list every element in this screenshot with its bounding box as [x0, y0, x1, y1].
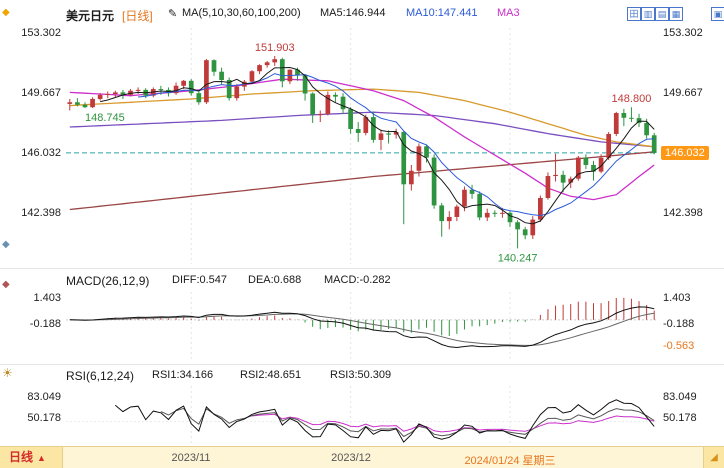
timeframe-selector[interactable]: 日线 ▲ [0, 447, 63, 468]
layout-quad-icon[interactable]: ▦ [669, 7, 683, 21]
marker-diamond-top-icon[interactable]: ◆ [2, 7, 10, 18]
rsi-axis-label: 50.178 [27, 412, 61, 424]
price-axis-label: 146.032 [21, 147, 61, 159]
layout-grid-icon[interactable]: 田 [627, 7, 641, 21]
layout-columns-icon[interactable]: ▥ [641, 7, 655, 21]
svg-text:148.800: 148.800 [612, 93, 652, 105]
macd-dea-value: DEA:0.688 [248, 274, 302, 286]
macd-axis-label: 1.403 [33, 292, 61, 304]
panel-divider[interactable] [0, 364, 724, 365]
timeframe-selector-label: 日线 [9, 450, 34, 464]
price-axis-label: 153.302 [663, 27, 703, 39]
layout-rows-icon[interactable]: ▤ [655, 7, 669, 21]
ma-settings-label[interactable]: MA(5,10,30,60,100,200) [182, 7, 301, 19]
timeframe-arrow-icon: ▲ [37, 453, 46, 463]
rsi1-value: RSI1:34.166 [152, 369, 214, 381]
rsi-axis-label: 83.049 [663, 391, 697, 403]
indicator-settings-sun-icon[interactable]: ☀ [2, 366, 13, 380]
symbol-title: 美元日元 [66, 9, 115, 23]
corner-resize-icon[interactable]: ◢ [703, 447, 724, 468]
rsi-panel-chart[interactable] [66, 386, 658, 444]
macd-axis-label: -0.188 [663, 318, 695, 330]
ma-settings-pencil-icon[interactable]: ✎ [168, 8, 178, 20]
rsi-indicator-name[interactable]: RSI(6,12,24) [66, 369, 135, 383]
price-axis-label: 142.398 [21, 207, 61, 219]
marker-diamond-macd-icon[interactable]: ◆ [2, 279, 10, 290]
macd-axis-label: -0.188 [29, 318, 61, 330]
ma10-value-label: MA10:147.441 [406, 7, 478, 19]
price-axis-label: 142.398 [663, 207, 703, 219]
ma30-value-label: MA3 [497, 7, 520, 19]
date-label-dec: 2023/12 [331, 452, 371, 464]
price-axis-label: 149.667 [21, 87, 61, 99]
macd-axis-label: 1.403 [663, 292, 691, 304]
date-label-highlight: 2024/01/24 星期三 [464, 455, 556, 467]
date-label-nov: 2023/11 [171, 452, 211, 464]
rsi2-value: RSI2:48.651 [240, 369, 302, 381]
macd-diff-value: DIFF:0.547 [172, 274, 228, 286]
svg-text:151.903: 151.903 [255, 42, 295, 54]
rsi3-value: RSI3:50.309 [330, 369, 392, 381]
macd-hist-value: MACD:-0.282 [324, 274, 391, 286]
current-price-tag: 146.032 [661, 146, 709, 160]
timeframe-label[interactable]: [日线] [122, 9, 153, 23]
rsi-axis-label: 50.178 [663, 412, 697, 424]
edge-panel-icon[interactable]: ▣ [711, 7, 724, 21]
macd-panel-chart[interactable] [66, 292, 658, 360]
marker-diamond-mid-icon[interactable]: ◆ [2, 239, 10, 250]
panel-divider[interactable] [0, 268, 724, 269]
macd-indicator-name[interactable]: MACD(26,12,9) [66, 274, 150, 288]
svg-text:148.745: 148.745 [85, 112, 125, 124]
rsi-axis-label: 83.049 [27, 391, 61, 403]
time-axis-bar: 日线 ▲ 2023/11 2023/12 2024/01/24 星期三 ◢ [0, 446, 724, 468]
price-axis-label: 149.667 [663, 87, 703, 99]
price-axis-label: 153.302 [21, 27, 61, 39]
main-candlestick-chart[interactable]: 148.745 151.903 140.247 148.800 [66, 28, 658, 264]
svg-text:140.247: 140.247 [498, 252, 538, 264]
macd-axis-label-current: -0.563 [663, 340, 695, 352]
ma5-value-label: MA5:146.944 [320, 7, 386, 19]
